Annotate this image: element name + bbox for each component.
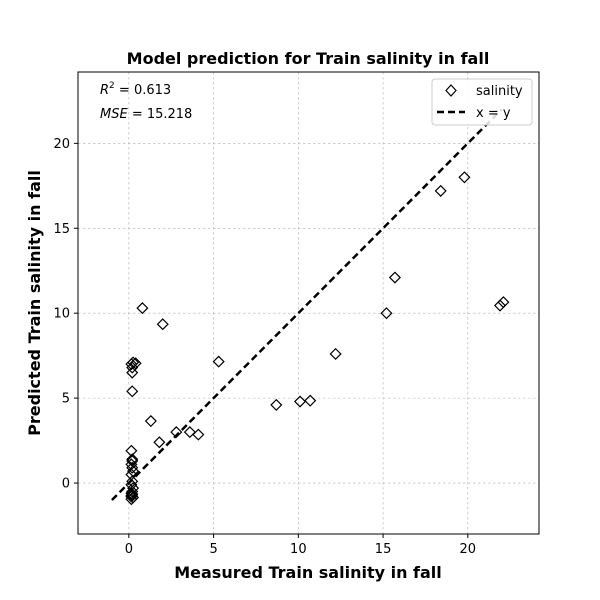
data-point <box>153 436 166 449</box>
data-point <box>156 318 169 331</box>
legend-box <box>431 78 533 126</box>
data-point <box>126 366 139 379</box>
data-point <box>125 468 138 481</box>
mse-symbol: MSE <box>100 107 128 122</box>
r2-value: = 0.613 <box>115 83 171 98</box>
data-point <box>127 482 140 495</box>
data-point <box>126 454 139 468</box>
data-point <box>126 453 139 466</box>
y-tick-label: 10 <box>53 307 70 322</box>
data-point <box>493 299 507 312</box>
r2-symbol: R <box>100 83 109 98</box>
line-layer <box>111 108 503 501</box>
r2-annotation: R2 = 0.613 <box>100 81 171 98</box>
data-point <box>497 296 510 309</box>
tick-layer: 0 5 10 15 20 0 5 10 15 20 <box>53 137 476 557</box>
x-tick-label: 0 <box>125 542 133 557</box>
grid-layer <box>78 72 539 534</box>
data-point <box>380 307 393 320</box>
data-point <box>434 184 447 197</box>
data-point <box>388 271 401 284</box>
data-point <box>293 395 307 408</box>
data-point <box>144 414 157 428</box>
y-tick-label: 0 <box>62 477 70 492</box>
legend-label-identity: x = y <box>476 106 511 121</box>
data-point <box>126 488 139 501</box>
data-point <box>270 398 283 411</box>
data-point <box>125 444 138 457</box>
y-axis-label: Predicted Train salinity in fall <box>25 170 44 436</box>
data-point <box>125 489 138 502</box>
data-point <box>129 357 142 370</box>
data-point <box>127 356 140 369</box>
data-point <box>212 355 225 368</box>
data-point <box>126 385 139 398</box>
mse-value: = 15.218 <box>128 107 193 122</box>
data-point <box>458 171 471 184</box>
x-tick-label: 5 <box>209 542 217 557</box>
chart-title: Model prediction for Train salinity in f… <box>127 49 490 68</box>
x-tick-label: 10 <box>290 542 307 557</box>
data-point <box>136 302 149 315</box>
data-point <box>170 426 183 439</box>
legend-diamond-icon <box>445 84 457 97</box>
y-tick-label: 5 <box>62 392 70 407</box>
data-point <box>304 394 317 407</box>
r2-superscript: 2 <box>109 81 115 91</box>
y-tick-label: 15 <box>53 222 70 237</box>
legend: salinity x = y <box>431 78 533 126</box>
plot-frame <box>77 71 540 535</box>
legend-label-salinity: salinity <box>476 84 523 99</box>
x-tick-label: 15 <box>375 542 392 557</box>
identity-line <box>111 108 503 501</box>
mse-annotation: MSE = 15.218 <box>100 107 192 122</box>
data-point <box>329 347 342 361</box>
x-axis-label: Measured Train salinity in fall <box>174 563 442 582</box>
data-point <box>183 426 196 439</box>
point-layer <box>125 171 510 506</box>
x-tick-label: 20 <box>460 542 477 557</box>
data-point <box>192 428 205 441</box>
data-point <box>126 475 139 488</box>
y-tick-label: 20 <box>53 137 70 152</box>
